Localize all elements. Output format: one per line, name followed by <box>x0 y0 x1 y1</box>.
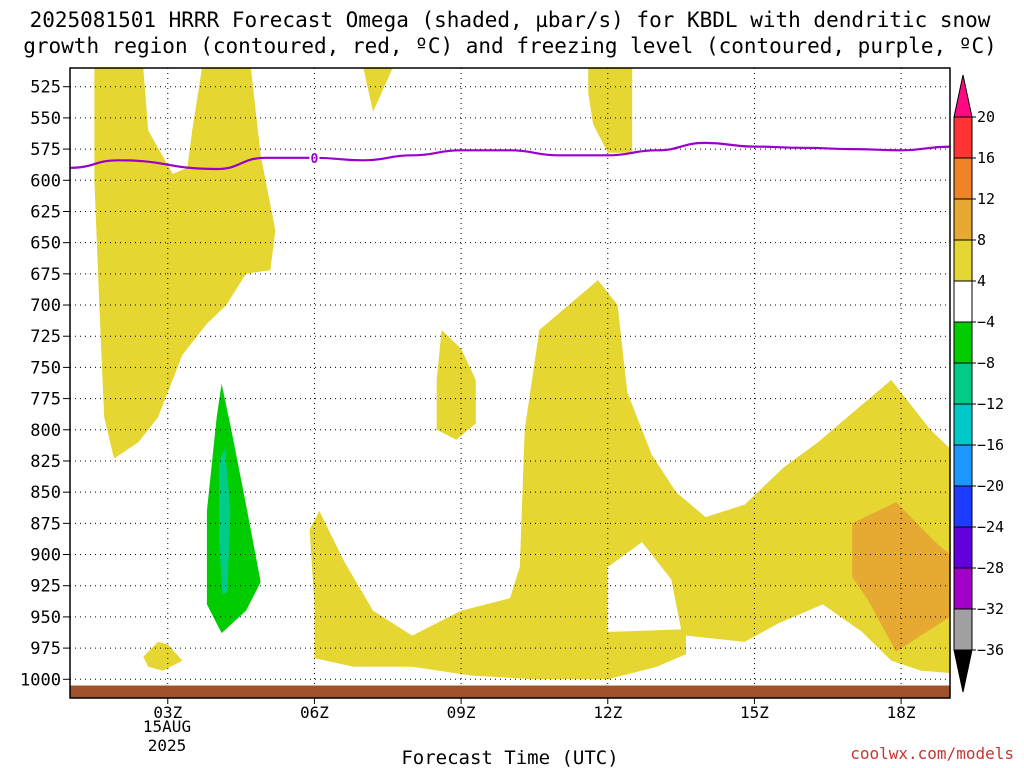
colorbar-bin-6 <box>953 362 973 405</box>
terrain-bar <box>70 685 950 698</box>
omega-region-small-lobe <box>436 330 476 440</box>
colorbar-label-6: −8 <box>977 354 995 372</box>
y-tick-label-725: 725 <box>30 327 61 347</box>
colorbar-bin-3 <box>953 239 973 282</box>
omega-region-teal <box>219 448 231 595</box>
x-tick-label-12Z: 12Z <box>593 703 622 722</box>
y-tick-label-525: 525 <box>30 78 61 98</box>
omega-shading <box>94 68 951 680</box>
omega-region-left-column <box>94 68 276 459</box>
y-tick-label-700: 700 <box>30 296 61 316</box>
y-tick-label-550: 550 <box>30 109 61 129</box>
colorbar-bin-4 <box>953 280 973 323</box>
omega-region-spike-top <box>363 68 393 112</box>
colorbar-label-10: −24 <box>977 518 1004 536</box>
colorbar-bin-11 <box>953 567 973 610</box>
y-tick-label-975: 975 <box>30 639 61 659</box>
freezing-level-label-bg <box>309 149 320 166</box>
y-tick-label-575: 575 <box>30 140 61 160</box>
omega-region-green <box>206 383 261 634</box>
chart-title-line-1: 2025081501 HRRR Forecast Omega (shaded, … <box>30 8 991 32</box>
x-axis: 03Z 06Z 09Z 12Z 15Z 18Z <box>153 698 916 722</box>
colorbar-label-2: 12 <box>977 190 995 208</box>
x-tick-label-03Z: 03Z <box>153 703 182 722</box>
colorbar-bin-8 <box>953 444 973 487</box>
plot-area: 0 <box>69 67 951 699</box>
chart-title-line-2: growth region (contoured, red, ºC) and f… <box>23 34 997 58</box>
colorbar-bin-9 <box>953 485 973 528</box>
y-axis: 525 550 575 600 625 650 675 700 725 750 775 800 825 8… <box>20 78 70 690</box>
y-tick-label-825: 825 <box>30 452 61 472</box>
colorbar-label-0: 20 <box>977 108 995 126</box>
y-tick-label-925: 925 <box>30 577 61 597</box>
y-tick-label-600: 600 <box>30 171 61 191</box>
omega-region-lower-main <box>309 280 951 680</box>
omega-region-top-right <box>588 68 633 153</box>
freezing-level-label: 0 <box>311 152 319 167</box>
colorbar-label-4: 4 <box>977 272 986 290</box>
colorbar-bin-2 <box>953 198 973 241</box>
y-tick-label-625: 625 <box>30 202 61 222</box>
date-label-day: 15AUG <box>143 717 191 736</box>
colorbar-label-13: −36 <box>977 641 1004 659</box>
colorbar-label-5: −4 <box>977 313 995 331</box>
y-tick-label-875: 875 <box>30 514 61 534</box>
freezing-level-line <box>69 141 951 171</box>
colorbar-label-1: 16 <box>977 149 995 167</box>
x-tick-label-06Z: 06Z <box>300 703 329 722</box>
omega-hole-center <box>607 542 682 632</box>
colorbar-label-12: −32 <box>977 600 1004 618</box>
colorbar-top-arrow <box>953 74 973 118</box>
colorbar-legend: 20 16 12 8 4 −4 −8 −12 −16 −20 −24 −28 −32 −36 <box>953 74 1004 693</box>
y-tick-label-750: 750 <box>30 358 61 378</box>
date-label-year: 2025 <box>148 736 187 755</box>
colorbar-label-3: 8 <box>977 231 986 249</box>
y-tick-label-650: 650 <box>30 234 61 254</box>
y-tick-label-675: 675 <box>30 265 61 285</box>
colorbar-bin-12 <box>953 608 973 651</box>
colorbar-bin-0 <box>953 116 973 159</box>
plot-border <box>69 67 951 699</box>
y-tick-label-1000: 1000 <box>20 670 61 690</box>
colorbar-bottom-arrow <box>953 649 973 693</box>
colorbar-label-8: −16 <box>977 436 1004 454</box>
y-tick-label-850: 850 <box>30 483 61 503</box>
colorbar-bin-7 <box>953 403 973 446</box>
x-tick-label-09Z: 09Z <box>447 703 476 722</box>
colorbar-bin-10 <box>953 526 973 569</box>
colorbar-label-11: −28 <box>977 559 1004 577</box>
credit-link[interactable]: coolwx.com/models <box>850 744 1014 763</box>
omega-region-orange <box>852 502 950 652</box>
freezing-level-contour: 0 <box>69 141 951 171</box>
colorbar-bin-5 <box>953 321 973 364</box>
y-tick-label-775: 775 <box>30 390 61 410</box>
x-axis-title: Forecast Time (UTC) <box>401 747 618 768</box>
grid-lines <box>70 68 950 698</box>
omega-region-lower-left <box>143 641 183 671</box>
x-tick-label-15Z: 15Z <box>740 703 769 722</box>
y-tick-label-950: 950 <box>30 608 61 628</box>
colorbar-bin-1 <box>953 157 973 200</box>
colorbar-label-7: −12 <box>977 395 1004 413</box>
y-tick-label-900: 900 <box>30 546 61 566</box>
x-tick-label-18Z: 18Z <box>887 703 916 722</box>
y-tick-label-800: 800 <box>30 421 61 441</box>
colorbar-label-9: −20 <box>977 477 1004 495</box>
